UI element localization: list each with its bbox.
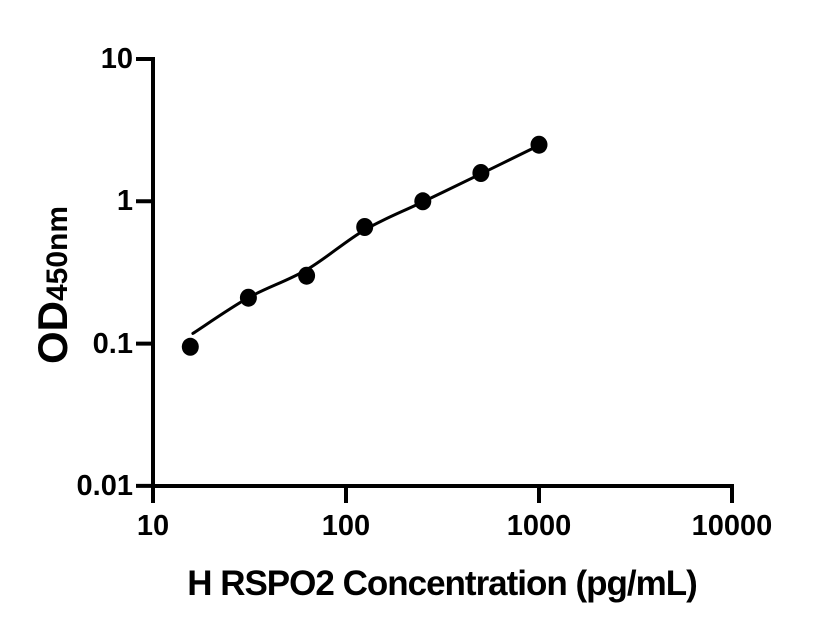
data-point: [181, 337, 199, 356]
y-axis-title: OD 450nm: [29, 206, 77, 364]
y-tick-label-0.1: 0.1: [92, 328, 133, 360]
fit-curve-line: [191, 143, 541, 335]
y-tick-label-1: 1: [116, 185, 133, 217]
y-axis-title-subscript: 450nm: [41, 205, 74, 302]
x-tick-label-1000: 1000: [506, 510, 572, 542]
y-axis-title-main: OD: [29, 301, 76, 365]
x-tick-label-100: 100: [321, 510, 371, 542]
y-tick-label-0.01: 0.01: [76, 470, 133, 502]
y-tick-label-10: 10: [100, 43, 133, 75]
x-tick-label-10: 10: [136, 510, 170, 542]
x-axis-title: H RSPO2 Concentration (pg/mL): [187, 564, 698, 603]
x-tick-label-10000: 10000: [691, 510, 773, 542]
